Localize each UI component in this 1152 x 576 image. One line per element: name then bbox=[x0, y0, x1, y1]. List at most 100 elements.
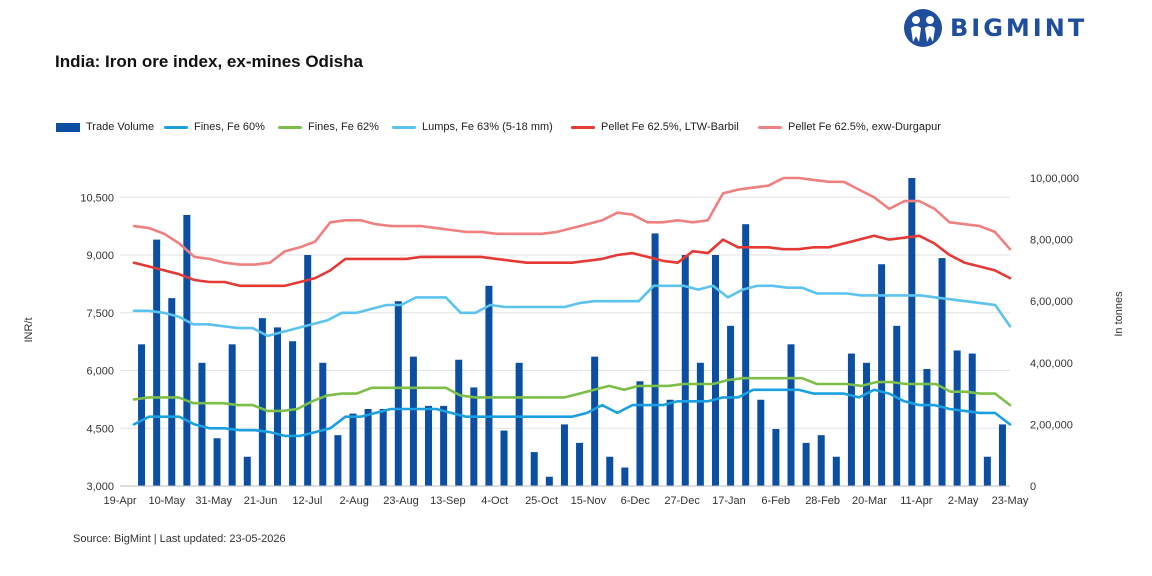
legend-swatch bbox=[56, 122, 80, 132]
x-axis: 19-Apr 10-May 31-May 21-Jun 12-Jul 2-Aug 23-Au… bbox=[103, 485, 1029, 507]
trade-volume-bar bbox=[757, 399, 765, 486]
price-lines bbox=[132, 176, 1012, 438]
trade-volume-bar bbox=[666, 399, 674, 486]
trade-volume-bar bbox=[696, 362, 704, 486]
x-tick-label: 6-Dec bbox=[621, 495, 651, 507]
trade-volume-bar bbox=[470, 387, 478, 486]
trade-volume-bar bbox=[998, 424, 1006, 486]
series-line-2 bbox=[132, 284, 1012, 338]
right-tick-label: 0 bbox=[1030, 481, 1036, 493]
legend-item-trade-volume: Trade Volume bbox=[56, 121, 154, 133]
left-tick-label: 4,500 bbox=[86, 423, 114, 435]
series-line-1 bbox=[132, 376, 1012, 413]
x-tick-label: 17-Jan bbox=[712, 495, 746, 507]
source-note: Source: BigMint | Last updated: 23-05-20… bbox=[73, 533, 286, 545]
x-tick-label: 6-Feb bbox=[761, 495, 790, 507]
trade-volume-bar bbox=[787, 344, 795, 486]
trade-volume-bar bbox=[923, 368, 931, 486]
left-axis-label: INR/t bbox=[23, 317, 35, 342]
x-tick-label: 23-Aug bbox=[383, 495, 418, 507]
legend-item-lumps-63: Lumps, Fe 63% (5-18 mm) bbox=[392, 121, 553, 133]
x-tick-label: 25-Oct bbox=[525, 495, 558, 507]
trade-volume-bar bbox=[802, 442, 810, 486]
left-tick-label: 9,000 bbox=[86, 250, 114, 262]
series-line-3 bbox=[132, 234, 1012, 288]
legend-swatch bbox=[571, 125, 595, 129]
trade-volume-bar bbox=[908, 178, 916, 486]
x-tick-label: 4-Oct bbox=[481, 495, 508, 507]
x-tick-label: 2-May bbox=[948, 495, 979, 507]
left-tick-label: 7,500 bbox=[86, 308, 114, 320]
trade-volume-bar bbox=[938, 258, 946, 486]
brand-people-icon bbox=[904, 9, 942, 47]
trade-volume-bar bbox=[878, 264, 886, 486]
legend-label: Lumps, Fe 63% (5-18 mm) bbox=[422, 121, 553, 133]
trade-volume-bar bbox=[847, 353, 855, 486]
right-tick-label: 4,00,000 bbox=[1030, 358, 1073, 370]
x-tick-label: 21-Jun bbox=[244, 495, 278, 507]
trade-volume-bar bbox=[228, 344, 236, 486]
trade-volume-bar bbox=[606, 456, 614, 486]
trade-volume-bar bbox=[243, 456, 251, 486]
legend-label: Pellet Fe 62.5%, LTW-Barbil bbox=[601, 121, 739, 133]
trade-volume-bar bbox=[289, 341, 297, 486]
left-tick-label: 3,000 bbox=[86, 481, 114, 493]
legend-label: Pellet Fe 62.5%, exw-Durgapur bbox=[788, 121, 941, 133]
trade-volume-bar bbox=[576, 442, 584, 486]
trade-volume-bar bbox=[273, 327, 281, 486]
legend-item-fines-62: Fines, Fe 62% bbox=[278, 121, 379, 133]
trade-volume-bar bbox=[893, 325, 901, 486]
trade-volume-bar bbox=[591, 356, 599, 486]
trade-volume-bar bbox=[485, 285, 493, 486]
right-tick-label: 8,00,000 bbox=[1030, 235, 1073, 247]
trade-volume-bar bbox=[319, 362, 327, 486]
legend-item-fines-60: Fines, Fe 60% bbox=[164, 121, 265, 133]
x-tick-label: 2-Aug bbox=[340, 495, 369, 507]
x-tick-label: 15-Nov bbox=[571, 495, 607, 507]
left-tick-label: 10,500 bbox=[80, 192, 114, 204]
trade-volume-bar bbox=[213, 438, 221, 486]
x-tick-label: 10-May bbox=[148, 495, 185, 507]
trade-volume-bar bbox=[515, 362, 523, 486]
x-tick-label: 13-Sep bbox=[430, 495, 465, 507]
trade-volume-bar bbox=[742, 224, 750, 486]
left-tick-label: 6,000 bbox=[86, 366, 114, 378]
trade-volume-bar bbox=[681, 255, 689, 486]
legend-swatch bbox=[758, 125, 782, 129]
left-axis: 3,000 4,500 6,000 7,500 9,000 10,500 bbox=[80, 192, 114, 493]
trade-volume-bar bbox=[530, 452, 538, 486]
trade-volume-bar bbox=[545, 476, 553, 486]
trade-volume-bars bbox=[138, 178, 1006, 486]
trade-volume-bar bbox=[183, 214, 191, 486]
legend-swatch bbox=[164, 125, 188, 129]
trade-volume-bar bbox=[168, 298, 176, 486]
legend-swatch bbox=[278, 125, 302, 129]
trade-volume-bar bbox=[334, 435, 342, 486]
x-tick-label: 27-Dec bbox=[664, 495, 700, 507]
right-axis: 0 2,00,000 4,00,000 6,00,000 8,00,000 10,00,0… bbox=[1030, 173, 1079, 493]
right-tick-label: 6,00,000 bbox=[1030, 296, 1073, 308]
x-tick-label: 19-Apr bbox=[103, 495, 136, 507]
legend-item-pellet-barbil: Pellet Fe 62.5%, LTW-Barbil bbox=[571, 121, 739, 133]
right-tick-label: 10,00,000 bbox=[1030, 173, 1079, 185]
trade-volume-bar bbox=[379, 409, 387, 486]
right-tick-label: 2,00,000 bbox=[1030, 419, 1073, 431]
x-tick-label: 11-Apr bbox=[900, 495, 933, 507]
legend-label: Trade Volume bbox=[86, 121, 155, 133]
trade-volume-bar bbox=[817, 435, 825, 486]
trade-volume-bar bbox=[727, 325, 735, 486]
trade-volume-bar bbox=[153, 239, 161, 486]
trade-volume-bar bbox=[711, 255, 719, 486]
trade-volume-bar bbox=[832, 456, 840, 486]
series-line-0 bbox=[132, 388, 1012, 438]
trade-volume-bar bbox=[394, 301, 402, 486]
trade-volume-bar bbox=[953, 350, 961, 486]
trade-volume-bar bbox=[425, 405, 433, 486]
trade-volume-bar bbox=[258, 318, 266, 486]
trade-volume-bar bbox=[500, 430, 508, 486]
gridlines bbox=[120, 196, 1010, 429]
trade-volume-bar bbox=[636, 381, 644, 486]
x-tick-label: 31-May bbox=[195, 495, 232, 507]
brand-name: BIGMINT bbox=[950, 14, 1088, 42]
